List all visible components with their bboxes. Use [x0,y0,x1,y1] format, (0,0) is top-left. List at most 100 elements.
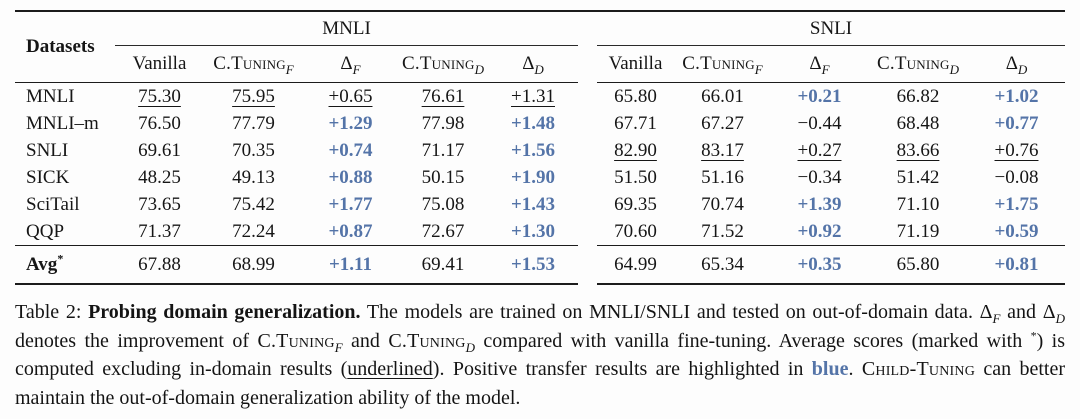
cell: +0.92 [797,220,842,242]
cell: 65.80 [868,245,968,285]
col-header-ctuning-f: C.TuningF [204,45,303,83]
cell: 68.48 [896,112,940,134]
col-header-vanilla: Vanilla [597,45,674,83]
cell: +1.30 [510,220,556,242]
cell: +0.59 [994,220,1039,242]
cell: 51.42 [896,166,940,188]
cell: 70.60 [614,220,657,242]
cell: 67.71 [614,112,657,134]
table-row: 67.71 67.27 −0.44 68.48 +0.77 [597,110,1065,137]
col-header-ctuning-d: C.TuningD [398,45,488,83]
cell: 49.13 [232,166,275,188]
cell: 50.15 [421,166,465,188]
cell: 82.90 [614,139,657,161]
cell: 69.41 [398,245,488,285]
cell: 66.01 [701,85,744,107]
table-row: 70.60 71.52 +0.92 71.19 +0.59 [597,218,1065,246]
table-row: 65.80 66.01 +0.21 66.82 +1.02 [597,83,1065,111]
cell: 77.79 [232,112,275,134]
cell: 69.61 [138,139,181,161]
cell: 64.99 [597,245,674,285]
results-table: Datasets MNLI Vanilla C.TuningF ΔF C.Tun… [15,10,1065,285]
blue-word: blue [811,358,849,380]
group-label-mnli: MNLI [115,12,578,46]
cell: 75.42 [232,193,275,215]
cell: +1.43 [510,193,556,215]
col-header-delta-d: ΔD [968,45,1065,83]
caption-label: Table 2: [15,301,89,323]
cell: +1.75 [994,193,1039,215]
cell: 51.16 [701,166,744,188]
cell: −0.34 [797,166,842,188]
cell: +1.39 [797,193,842,215]
cell: +0.76 [994,139,1039,161]
average-row: 64.99 65.34 +0.35 65.80 +0.81 [597,245,1065,285]
cell: +1.31 [511,85,555,107]
cell: +0.87 [328,220,373,242]
cell: 71.17 [421,139,465,161]
caption-text: ). Positive transfer results are highlig… [432,358,812,380]
results-table-mnli: Datasets MNLI Vanilla C.TuningF ΔF C.Tun… [15,12,578,285]
group-header-row: SNLI [597,12,1065,46]
cell: 75.08 [421,193,465,215]
dataset-name: MNLI–m [26,112,99,134]
table-row: 69.35 70.74 +1.39 71.10 +1.75 [597,191,1065,218]
avg-label: Avg* [15,245,115,285]
col-header-vanilla: Vanilla [115,45,204,83]
cell: +1.90 [510,166,556,188]
cell: 51.50 [614,166,657,188]
cell: 76.50 [138,112,181,134]
cell: +0.77 [994,112,1039,134]
table-row: SNLI 69.61 70.35 +0.74 71.17 +1.56 [15,137,578,164]
col-header-delta-f: ΔF [771,45,868,83]
star-mark: * [1030,327,1037,342]
cell: 67.27 [701,112,744,134]
cell: 77.98 [421,112,465,134]
cell: +1.56 [510,139,556,161]
table-row: SICK 48.25 49.13 +0.88 50.15 +1.90 [15,164,578,191]
cell: +0.88 [328,166,373,188]
cell: 67.88 [115,245,204,285]
table-top-rule [15,10,1065,12]
table-row: 82.90 83.17 +0.27 83.66 +0.76 [597,137,1065,164]
col-header-delta-f: ΔF [303,45,398,83]
cell: 71.10 [896,193,940,215]
cell: +1.29 [328,112,373,134]
table-row: MNLI 75.30 75.95 +0.65 76.61 +1.31 [15,83,578,111]
cell: +0.27 [797,139,842,161]
dataset-name: SciTail [26,193,80,215]
cell: 72.24 [232,220,275,242]
column-header-row: Vanilla C.TuningF ΔF C.TuningD ΔD [597,45,1065,83]
cell: 48.25 [138,166,181,188]
cell: 83.17 [701,139,744,161]
ctuning-d-term: C.TuningD [388,329,475,355]
cell: 76.61 [421,85,465,107]
cell: +0.21 [797,85,842,107]
average-row: Avg* 67.88 68.99 +1.11 69.41 +1.53 [15,245,578,285]
cell: −0.08 [994,166,1039,188]
table-row: SciTail 73.65 75.42 +1.77 75.08 +1.43 [15,191,578,218]
childtuning-term: Child-Tuning [861,358,975,380]
cell: +0.35 [771,245,868,285]
cell: +1.48 [510,112,556,134]
datasets-header: Datasets [15,12,115,83]
caption-title: Probing domain generalization. [88,301,361,323]
delta-f-symbol: ΔF [979,301,1001,326]
table-row: QQP 71.37 72.24 +0.87 72.67 +1.30 [15,218,578,246]
cell: +0.81 [968,245,1065,285]
cell: 72.67 [421,220,465,242]
col-header-delta-d: ΔD [488,45,578,83]
cell: +0.65 [328,85,373,107]
cell: 70.35 [232,139,275,161]
cell: 83.66 [896,139,940,161]
delta-d-symbol: ΔD [1042,301,1065,326]
caption-text: compared with vanilla fine-tuning. Avera… [475,329,1031,352]
cell: 71.37 [138,220,181,242]
caption-text: and [1000,301,1043,323]
dataset-name: SICK [26,166,70,188]
cell: −0.44 [797,112,842,134]
cell: +1.11 [303,245,398,285]
group-label-snli: SNLI [597,12,1065,46]
cell: +0.74 [328,139,373,161]
table-row: 51.50 51.16 −0.34 51.42 −0.08 [597,164,1065,191]
